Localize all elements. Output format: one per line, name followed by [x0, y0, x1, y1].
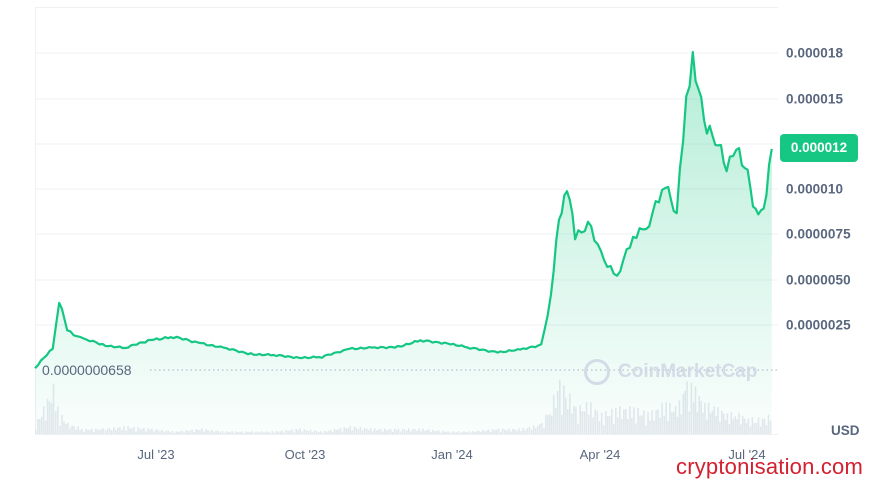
y-tick-label: 0.000018 — [786, 45, 844, 61]
x-tick-label: Jul '24 — [728, 447, 766, 462]
x-tick-label: Oct '23 — [284, 447, 326, 462]
gridlines — [35, 52, 778, 326]
current-price-tag: 0.000012 — [780, 134, 858, 162]
y-tick-label: 0.000010 — [786, 181, 844, 197]
site-credit: cryptonisation.com — [676, 454, 864, 479]
min-price-label: 0.0000000658 — [42, 362, 132, 378]
x-tick-label: Apr '24 — [579, 447, 621, 462]
currency-label: USD — [831, 423, 860, 438]
price-line — [34, 50, 773, 369]
y-tick-label: 0.000015 — [786, 91, 844, 107]
y-tick-label: 0.0000050 — [786, 272, 851, 288]
y-tick-label: 0.0000025 — [786, 317, 851, 333]
x-tick-label: Jul '23 — [137, 447, 175, 462]
x-tick-label: Jan '24 — [431, 447, 473, 462]
price-area — [35, 52, 772, 435]
watermark-text: CoinMarketCap — [618, 361, 758, 382]
y-tick-label: 0.0000075 — [786, 226, 851, 242]
coinmarketcap-watermark: CoinMarketCap — [584, 359, 757, 385]
coinmarketcap-logo-icon — [584, 359, 610, 385]
